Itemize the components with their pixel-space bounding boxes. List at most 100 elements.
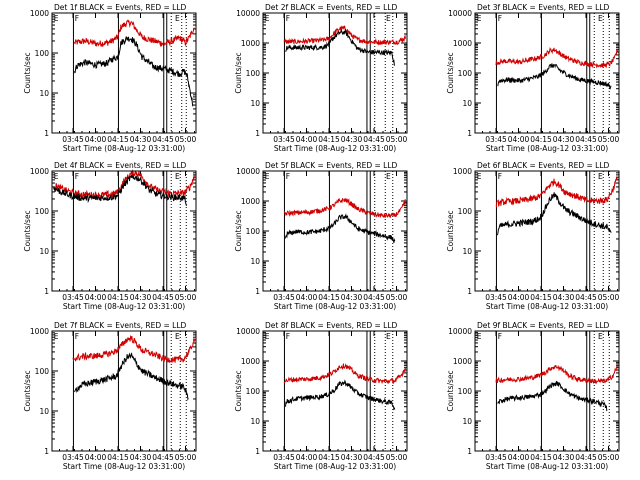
plot-frame — [474, 170, 620, 292]
panel-title: Det 1f BLACK = Events, RED = LLD — [54, 3, 187, 12]
x-axis-label: Start Time (08-Aug-12 03:31:00) — [274, 144, 396, 153]
x-tick-label: 04:45 — [575, 293, 597, 302]
plot-frame — [474, 12, 620, 134]
interval-marker: F — [75, 172, 79, 181]
events-series-line — [74, 35, 194, 107]
interval-marker: E — [477, 332, 482, 341]
x-tick-label: 04:30 — [130, 293, 152, 302]
x-tick-label: 04:45 — [363, 135, 385, 144]
x-axis-label: Start Time (08-Aug-12 03:31:00) — [274, 462, 396, 471]
x-tick-label: 05:00 — [386, 293, 408, 302]
panel-title: Det 3f BLACK = Events, RED = LLD — [477, 3, 610, 12]
plot-frame — [474, 330, 620, 452]
y-tick-label: 100 — [458, 69, 473, 78]
y-axis-label: Counts/sec — [446, 52, 455, 93]
interval-marker: E — [54, 332, 59, 341]
y-tick-label: 10000 — [236, 9, 260, 18]
x-tick-label: 04:15 — [318, 293, 340, 302]
y-tick-label: 10 — [462, 99, 472, 108]
lld-series-line — [74, 19, 195, 48]
lld-series-line — [495, 176, 618, 209]
x-tick-label: 04:30 — [553, 293, 575, 302]
y-axis-label: Counts/sec — [234, 52, 243, 93]
x-tick-label: 05:00 — [175, 453, 197, 462]
interval-marker: E — [175, 172, 180, 181]
x-tick-label: 04:15 — [530, 135, 552, 144]
panel-title: Det 6f BLACK = Events, RED = LLD — [477, 161, 610, 170]
y-tick-label: 1000 — [30, 327, 49, 336]
x-axis-label: Start Time (08-Aug-12 03:31:00) — [63, 144, 185, 153]
y-tick-label: 1 — [467, 447, 472, 456]
y-tick-label: 10000 — [448, 327, 472, 336]
plot-frame — [262, 12, 408, 134]
y-tick-label: 1 — [44, 287, 49, 296]
x-tick-label: 04:45 — [575, 135, 597, 144]
events-series-line — [497, 380, 608, 412]
y-tick-label: 1000 — [241, 39, 260, 48]
interval-marker: E — [175, 14, 180, 23]
panel-det-7: Det 7f BLACK = Events, RED = LLD 1 10 100 10… — [23, 321, 197, 471]
y-tick-label: 10 — [250, 99, 260, 108]
x-tick-label: 04:30 — [130, 135, 152, 144]
x-axis-label: Start Time (08-Aug-12 03:31:00) — [486, 462, 608, 471]
x-tick-label: 04:45 — [575, 453, 597, 462]
x-axis-label: Start Time (08-Aug-12 03:31:00) — [63, 302, 185, 311]
x-tick-label: 05:00 — [386, 453, 408, 462]
panel-title: Det 7f BLACK = Events, RED = LLD — [54, 321, 187, 330]
x-tick-label: 05:00 — [598, 293, 620, 302]
x-tick-label: 04:00 — [85, 135, 107, 144]
x-tick-label: 05:00 — [175, 135, 197, 144]
x-tick-label: 04:30 — [130, 453, 152, 462]
interval-marker: E — [54, 172, 59, 181]
x-tick-label: 04:00 — [508, 453, 530, 462]
x-tick-label: 04:00 — [85, 293, 107, 302]
events-series-line — [285, 28, 395, 66]
panel-title: Det 9f BLACK = Events, RED = LLD — [477, 321, 610, 330]
x-tick-label: 04:30 — [553, 453, 575, 462]
interval-marker: F — [498, 172, 502, 181]
panel-det-9: Det 9f BLACK = Events, RED = LLD 1 10 100 10… — [446, 321, 620, 471]
y-axis-label: Counts/sec — [234, 210, 243, 251]
events-series-line — [285, 213, 396, 243]
x-tick-label: 04:00 — [508, 293, 530, 302]
plot-frame — [51, 330, 197, 452]
y-tick-label: 100 — [246, 387, 261, 396]
x-tick-label: 05:00 — [386, 135, 408, 144]
y-axis-label: Counts/sec — [446, 210, 455, 251]
interval-marker: E — [265, 14, 270, 23]
y-tick-label: 1 — [255, 287, 260, 296]
x-tick-label: 03:45 — [273, 293, 295, 302]
x-tick-label: 04:15 — [107, 293, 129, 302]
interval-marker: E — [477, 14, 482, 23]
lld-series-line — [283, 25, 406, 46]
interval-marker: E — [386, 332, 391, 341]
plot-frame — [51, 170, 197, 292]
y-tick-label: 10 — [39, 247, 49, 256]
y-tick-label: 100 — [458, 207, 473, 216]
y-tick-label: 1000 — [30, 167, 49, 176]
lld-series-line — [283, 197, 406, 218]
y-tick-label: 100 — [35, 367, 50, 376]
x-tick-label: 03:45 — [62, 135, 84, 144]
x-tick-label: 04:00 — [85, 453, 107, 462]
panel-det-5: Det 5f BLACK = Events, RED = LLD 1 10 100 10… — [234, 161, 408, 311]
panel-title: Det 8f BLACK = Events, RED = LLD — [265, 321, 398, 330]
plot-frame — [51, 12, 197, 134]
y-tick-label: 10 — [462, 247, 472, 256]
plot-frame — [262, 330, 408, 452]
interval-marker: E — [477, 172, 482, 181]
panel-title: Det 5f BLACK = Events, RED = LLD — [265, 161, 398, 170]
x-tick-label: 04:45 — [363, 293, 385, 302]
y-tick-label: 1 — [44, 447, 49, 456]
y-axis-label: Counts/sec — [23, 210, 32, 251]
y-axis-label: Counts/sec — [23, 370, 32, 411]
panel-det-1: Det 1f BLACK = Events, RED = LLD 1 10 100 10… — [23, 3, 197, 153]
panel-det-4: Det 4f BLACK = Events, RED = LLD 1 10 100 10… — [23, 161, 197, 311]
x-tick-label: 04:15 — [107, 135, 129, 144]
x-tick-label: 04:45 — [152, 453, 174, 462]
x-tick-label: 04:30 — [553, 135, 575, 144]
lld-series-line — [53, 169, 195, 200]
y-tick-label: 10000 — [236, 327, 260, 336]
y-tick-label: 1000 — [30, 9, 49, 18]
